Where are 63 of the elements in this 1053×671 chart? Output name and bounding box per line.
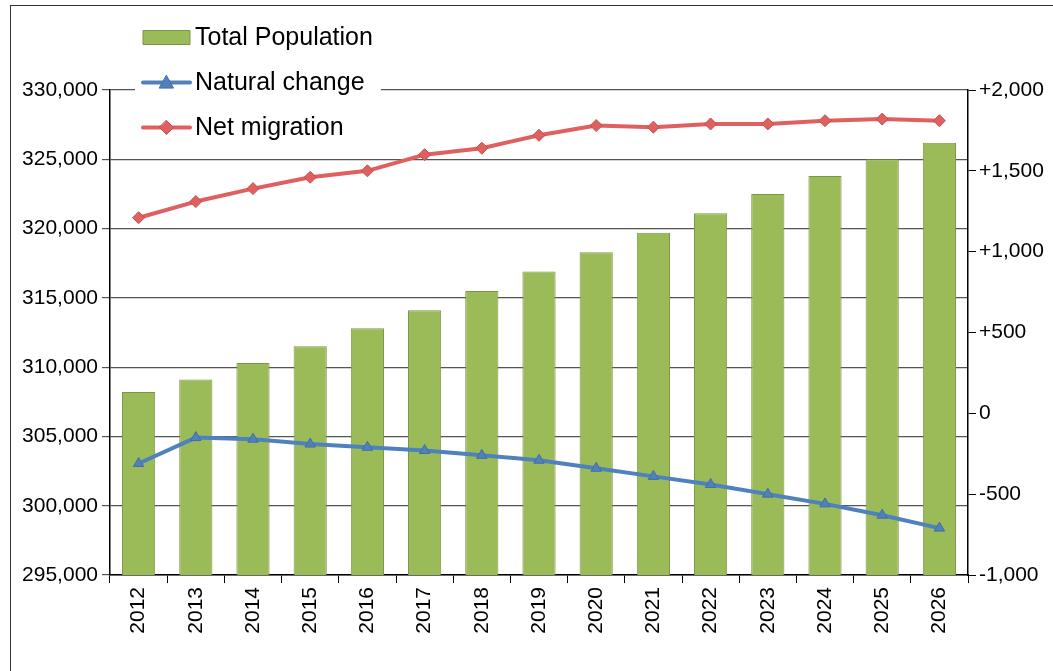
point [589,119,603,133]
y-tick-label: 330,000 [22,76,98,100]
point [819,497,831,508]
point [818,114,832,128]
y2-tick-label: -500 [979,480,1022,504]
y-tick-label: 325,000 [22,146,98,170]
point [932,114,946,128]
point [646,120,660,134]
point [418,444,431,455]
point [246,182,260,196]
point [476,448,488,459]
x-tick-label: 2016 [354,587,378,634]
point [189,195,203,209]
x-tick-label: 2022 [697,587,721,634]
point [647,469,660,480]
legend-label: Total Population [195,22,373,51]
y-tick-label: 315,000 [22,284,98,308]
y2-tick-label: 0 [979,400,991,424]
point [761,117,775,131]
point [475,141,489,155]
x-tick-label: 2021 [640,587,664,634]
point [590,461,602,472]
legend-label: Net migration [195,112,344,141]
point [762,487,774,498]
point [532,128,546,142]
x-tick-label: 2013 [182,587,206,634]
point [418,148,432,162]
y-tick-label: 300,000 [22,492,98,516]
point [190,431,202,442]
x-tick-label: 2015 [297,587,320,634]
point [132,211,146,225]
point [933,521,946,532]
point [303,170,317,184]
y2-tick-label: +1,500 [979,157,1044,181]
y2-tick-label: +500 [979,319,1027,343]
point [361,440,374,451]
point [132,456,145,467]
y2-tick-label: +2,000 [979,76,1044,100]
x-tick-label: 2014 [239,586,263,634]
y-tick-label: 310,000 [22,353,98,377]
point [704,477,717,488]
x-tick-label: 2020 [583,587,606,634]
y2-tick-label: -1,000 [979,561,1039,585]
y2-tick-label: +1,000 [979,238,1044,262]
x-tick-label: 2025 [869,587,892,634]
point [704,117,718,131]
point [875,112,889,126]
legend-label: Natural change [195,67,365,96]
x-tick-label: 2026 [926,587,950,634]
x-tick-label: 2019 [525,587,549,634]
point [360,164,374,178]
x-tick-label: 2023 [754,587,778,634]
y-tick-label: 295,000 [22,561,98,585]
x-tick-label: 2012 [125,587,149,634]
x-tick-label: 2017 [411,587,435,634]
x-tick-label: 2018 [468,587,492,634]
y-tick-label: 305,000 [22,423,98,447]
point [304,437,316,448]
point [876,508,888,519]
y-tick-label: 320,000 [22,215,98,239]
point [247,432,259,443]
x-tick-label: 2024 [811,586,835,634]
point [533,453,545,464]
